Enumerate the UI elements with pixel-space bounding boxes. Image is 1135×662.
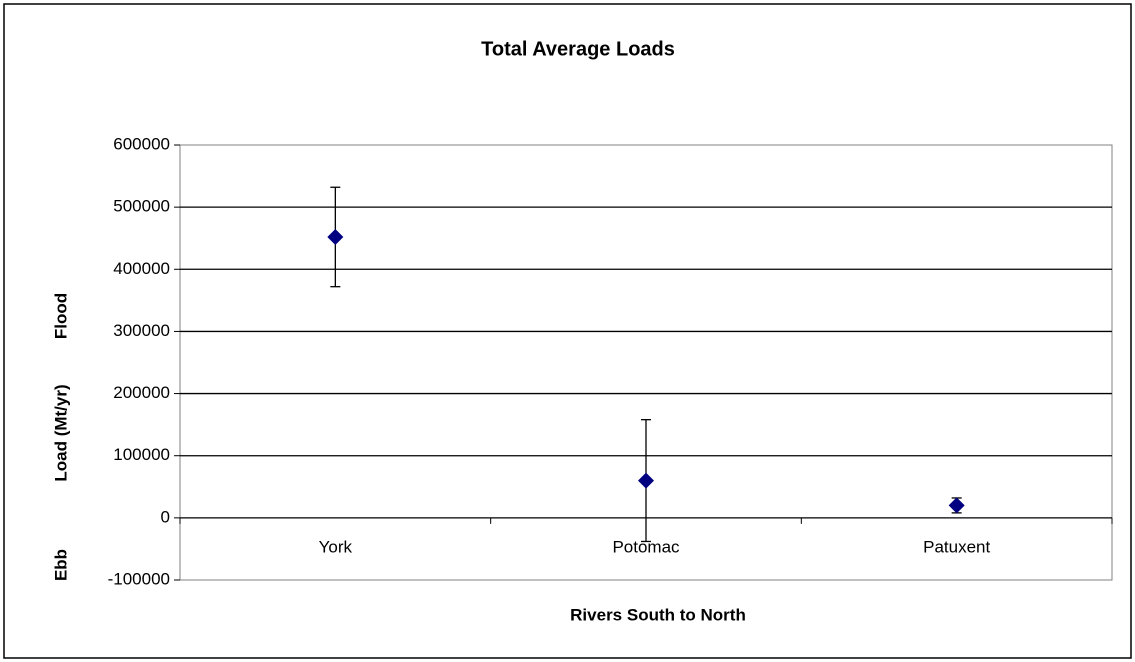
y-tick-label: -100000 (108, 569, 170, 588)
marker (948, 497, 965, 514)
marker (327, 228, 344, 245)
y-tick-label: 500000 (113, 197, 170, 216)
y-tick-label: 200000 (113, 383, 170, 402)
y-tick-label: 400000 (113, 259, 170, 278)
y-tick-label: 0 (161, 507, 170, 526)
y-axis-title: Ebb (51, 549, 70, 581)
y-tick-label: 100000 (113, 445, 170, 464)
y-tick-label: 600000 (113, 134, 170, 153)
x-tick-label: York (319, 537, 353, 556)
x-tick-label: Potomac (612, 537, 680, 556)
x-axis-title: Rivers South to North (570, 605, 746, 624)
y-axis-title: Load (Mt/yr) (51, 384, 70, 481)
chart-title: Total Average Loads (481, 38, 675, 60)
x-tick-label: Patuxent (923, 537, 990, 556)
marker (638, 472, 654, 489)
y-axis-title: Flood (51, 293, 70, 339)
plot-area (179, 144, 1113, 581)
y-tick-label: 300000 (113, 321, 170, 340)
